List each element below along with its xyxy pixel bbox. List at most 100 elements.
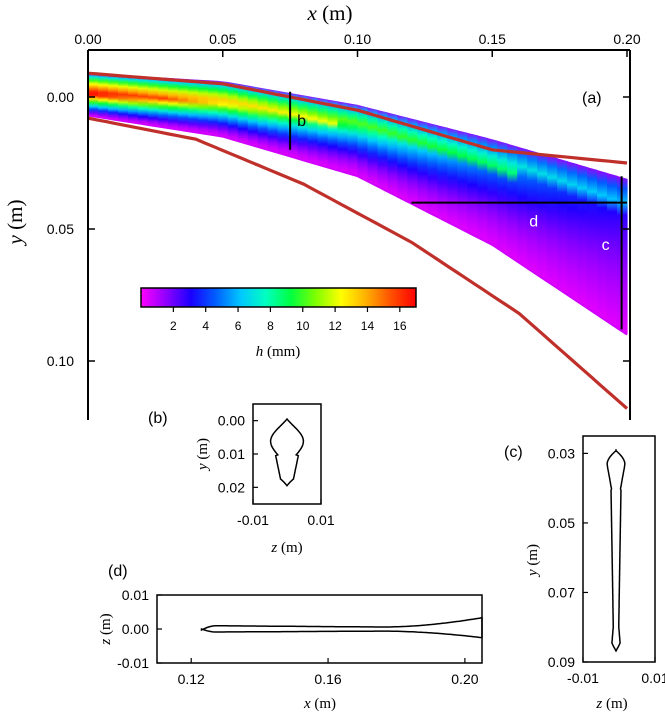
film-strip [257, 87, 269, 150]
film-strip [277, 90, 289, 156]
panel-c-axes: -0.01 0.01 0.03 0.05 0.07 0.09 [548, 445, 665, 686]
film-strip [497, 140, 508, 255]
film-strip [327, 99, 339, 171]
film-strip [437, 125, 448, 222]
y-tick-label: 0.00 [122, 621, 149, 637]
panel-a-plot: b d c 0.00 0.05 0.10 0.15 0.20 0.00 0.05 0.10 (a)… [3, 1, 641, 420]
panel-c-frame [582, 435, 656, 663]
panel-c-x-title: z (m) [595, 696, 627, 712]
film-bottom-edge [88, 114, 628, 336]
cross-section-b [269, 417, 305, 487]
curve-lower [88, 116, 629, 410]
x-tick-label: 0.01 [307, 512, 334, 528]
cut-lines: b d c [289, 91, 627, 330]
y-tick-label: 0.01 [122, 587, 149, 603]
film-strip [357, 104, 369, 182]
y-tick-label: 0.01 [218, 446, 245, 462]
film-strip [447, 127, 458, 228]
film-strip [557, 158, 568, 295]
x-axis-title: x (m) [307, 1, 353, 25]
x-tick-label: 0.10 [344, 31, 371, 47]
film-strip [147, 76, 159, 127]
film-strip [217, 80, 229, 139]
cut-label-b: b [297, 113, 306, 130]
panel-a-axes: 0.00 0.05 0.10 0.15 0.20 0.00 0.05 0.10 [47, 31, 641, 420]
film-strip [407, 117, 418, 207]
colorbar: 2 4 6 8 10 12 14 16 h (mm) [140, 287, 417, 360]
film-strip [367, 107, 379, 187]
film-strip [157, 77, 169, 128]
film-strip [477, 135, 488, 243]
colorbar-tick-label: 8 [267, 319, 274, 333]
film-strip [467, 132, 478, 238]
film-strip [597, 170, 608, 322]
x-tick-label: -0.01 [237, 512, 269, 528]
y-tick-label: -0.01 [117, 655, 149, 671]
colorbar-tick-label: 2 [170, 319, 177, 333]
film-strip [397, 115, 409, 202]
y-tick-label: 0.09 [548, 654, 575, 670]
panel-d-x-title: x (m) [303, 696, 336, 712]
film-strip [317, 97, 329, 168]
film-strip [547, 155, 558, 289]
panel-d-label: (d) [108, 563, 128, 580]
outer-curves [88, 71, 629, 410]
film-strip [247, 85, 259, 147]
film-strip [377, 110, 389, 192]
film-strip [97, 73, 109, 119]
cut-label-c: c [602, 237, 610, 254]
x-tick-label: 0.01 [641, 670, 665, 686]
colorbar-tick-label: 14 [361, 319, 375, 333]
film-strip [207, 80, 219, 136]
panel-d-plot: 0.12 0.16 0.20 0.01 0.00 -0.01 (d) x (m) z (m… [98, 563, 483, 712]
panel-b-plot: -0.01 0.01 0.00 0.01 0.02 (b) z (m) y (m) [148, 403, 335, 556]
cross-section-d [200, 616, 483, 639]
y-tick-label: 0.03 [548, 445, 575, 461]
x-tick-label: 0.20 [451, 671, 478, 687]
film-strip [457, 130, 468, 233]
y-tick-label: 0.05 [548, 515, 575, 531]
panel-a-label: (a) [582, 90, 602, 107]
film-strip [187, 79, 199, 133]
film-strip [487, 137, 498, 249]
x-tick-label: 0.20 [613, 31, 640, 47]
colorbar-tick-label: 16 [393, 319, 407, 333]
film-strip [387, 112, 399, 197]
film-strip [607, 172, 618, 328]
x-tick-label: 0.15 [479, 31, 506, 47]
panel-c-plot: -0.01 0.01 0.03 0.05 0.07 0.09 (c) z (m) y (m… [504, 435, 665, 712]
panel-d-axes: 0.12 0.16 0.20 0.01 0.00 -0.01 [117, 587, 479, 687]
curve-upper [88, 71, 628, 165]
colorbar-tick-label: 12 [328, 319, 342, 333]
colorbar-tick-label: 4 [202, 319, 209, 333]
x-tick-label: 0.12 [178, 671, 205, 687]
film-colormap [88, 73, 628, 336]
film-strip [227, 82, 239, 141]
film-strip [527, 149, 538, 275]
colorbar-ramp [140, 287, 417, 308]
y-tick-label: 0.05 [47, 221, 74, 237]
x-tick-label: 0.05 [209, 31, 236, 47]
panel-c-y-title: y (m) [525, 544, 541, 578]
y-tick-label: 0.00 [47, 89, 74, 105]
y-axis-title: y (m) [3, 200, 27, 247]
film-strip [177, 78, 189, 132]
film-strip [417, 120, 428, 212]
cut-label-d: d [529, 214, 538, 231]
film-strip [307, 96, 319, 165]
panel-d-y-title: z (m) [98, 613, 114, 645]
x-tick-label: -0.01 [567, 670, 599, 686]
film-strip [267, 89, 279, 153]
colorbar-ticks: 2 4 6 8 10 12 14 16 [170, 307, 407, 333]
film-strip [587, 167, 598, 315]
colorbar-tick-label: 10 [296, 319, 310, 333]
film-strip [537, 152, 548, 282]
colorbar-tick-label: 6 [235, 319, 242, 333]
film-strip [117, 75, 129, 122]
x-tick-label: 0.16 [314, 671, 341, 687]
y-tick-label: 0.10 [47, 353, 74, 369]
x-tick-label: 0.00 [74, 31, 101, 47]
y-tick-label: 0.07 [548, 584, 575, 600]
panel-c-label: (c) [504, 444, 523, 461]
panel-d-frame [156, 594, 483, 664]
